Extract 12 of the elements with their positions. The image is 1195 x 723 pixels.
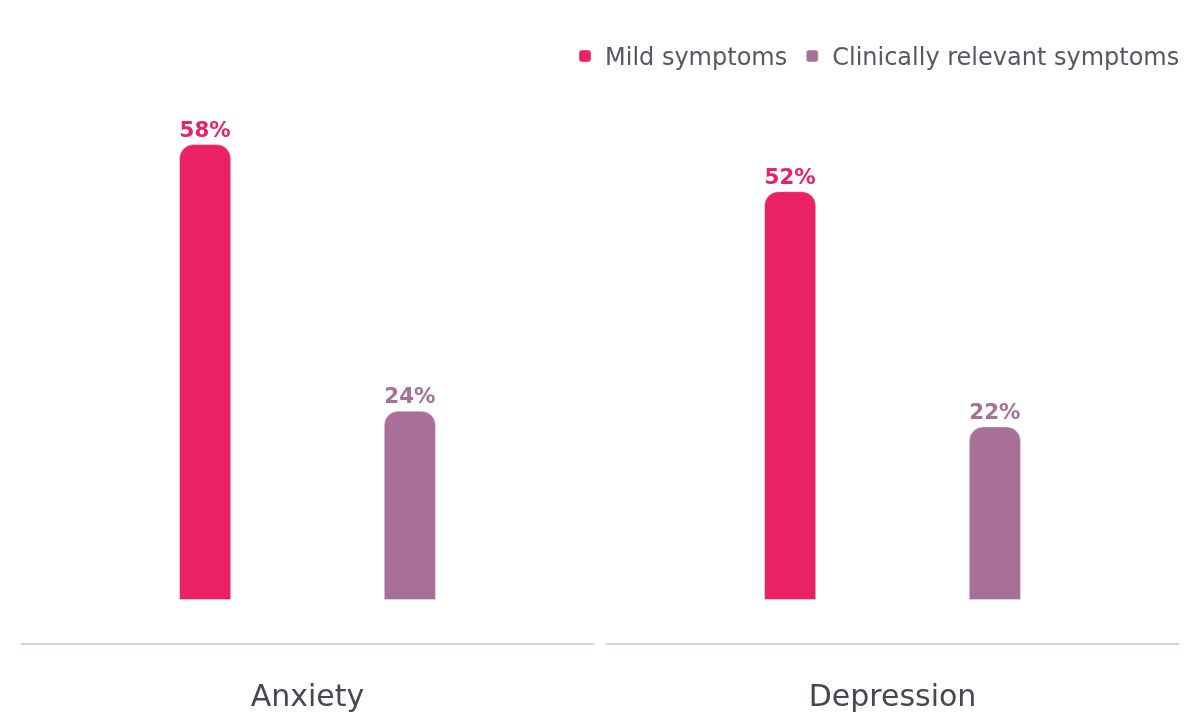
bar (969, 426, 1021, 600)
legend-label: Mild symptoms (605, 43, 788, 72)
bar (384, 411, 436, 600)
bar (179, 144, 231, 600)
x-tick-label: Anxiety (250, 678, 365, 713)
legend-label: Clinically relevant symptoms (832, 43, 1180, 72)
bar (764, 191, 816, 600)
data-label: 52% (764, 163, 816, 189)
data-label: 58% (179, 116, 231, 142)
data-label: 24% (384, 383, 436, 409)
data-label: 22% (969, 398, 1021, 424)
x-tick-label: Depression (808, 678, 977, 713)
